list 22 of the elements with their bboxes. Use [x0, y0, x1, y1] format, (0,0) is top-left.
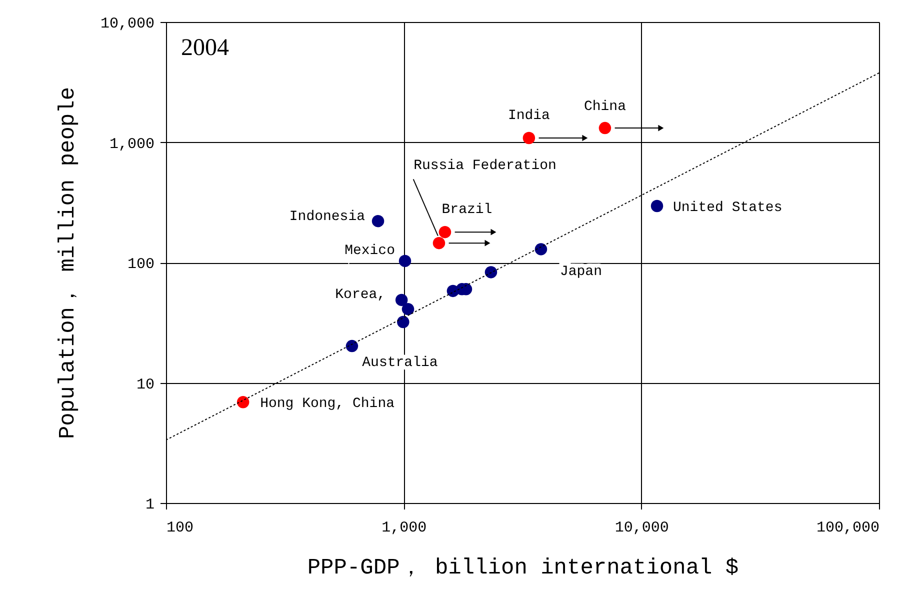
y-tick-label: 100	[127, 256, 154, 273]
y-tick-label: 1,000	[109, 136, 154, 153]
y-tick-label: 10,000	[100, 16, 154, 32]
annotation: Hong Kong, China	[260, 396, 394, 412]
x-axis-title: PPP-GDP， billion international $	[307, 556, 739, 580]
text: 2004	[181, 35, 229, 61]
annotation: Mexico	[344, 242, 395, 259]
y-tick-label: 10	[136, 376, 154, 394]
annotation: India	[508, 108, 550, 124]
y-axis-title: Population， million people	[55, 86, 80, 440]
annotation: Russia Federation	[414, 158, 556, 174]
annotation: Brazil	[442, 202, 492, 218]
annotation: Korea,	[335, 286, 386, 303]
annotation: Japan	[560, 264, 602, 280]
x-tick-label: 10,000	[614, 520, 669, 536]
y-tick-label: 1	[145, 496, 154, 514]
annotation: Indonesia	[289, 209, 366, 226]
x-tick-label: 100	[166, 520, 194, 536]
annotation: China	[584, 99, 626, 116]
annotation: United States	[673, 200, 782, 216]
x-tick-label: 1,000	[382, 520, 427, 536]
x-tick-label: 100,000	[816, 520, 880, 536]
